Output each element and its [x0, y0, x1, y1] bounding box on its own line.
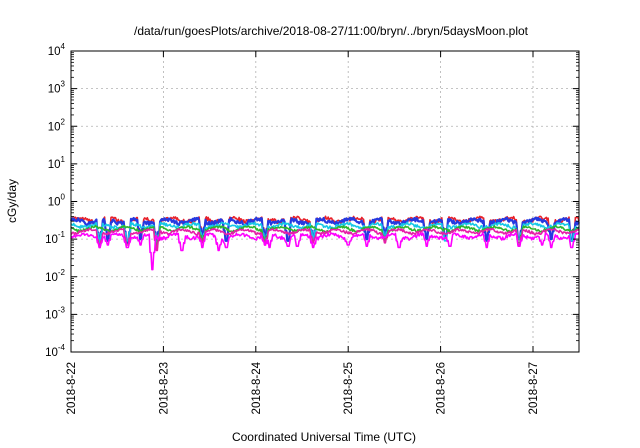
y-axis-label: cGy/day — [5, 179, 19, 223]
x-axis-label: Coordinated Universal Time (UTC) — [232, 430, 416, 444]
y-tick-label: 10-2 — [45, 268, 65, 284]
x-tick-label: 2018-8-26 — [436, 362, 448, 414]
y-tick-label: 101 — [48, 155, 66, 171]
y-tick-label: 100 — [48, 193, 66, 209]
y-tick-label: 10-1 — [45, 230, 65, 246]
series-line — [70, 232, 580, 271]
chart-title: /data/run/goesPlots/archive/2018-08-27/1… — [134, 24, 529, 38]
x-tick-label: 2018-8-23 — [158, 362, 170, 414]
y-tick-label: 103 — [48, 80, 66, 96]
y-axis: 10-4 10-3 10-2 10-1 100 101 102 103 104 — [45, 42, 579, 359]
y-tick-label: 104 — [48, 42, 66, 58]
y-tick-label: 10-4 — [45, 343, 65, 359]
x-axis: 2018-8-22 2018-8-23 2018-8-24 2018-8-25 2018… — [66, 51, 540, 414]
x-tick-label: 2018-8-22 — [66, 362, 78, 414]
x-tick-label: 2018-8-27 — [528, 362, 540, 414]
series-layer — [69, 215, 580, 271]
x-tick-label: 2018-8-25 — [343, 362, 355, 414]
x-tick-label: 2018-8-24 — [251, 361, 263, 414]
grid — [71, 51, 579, 352]
y-tick-label: 10-3 — [45, 305, 65, 321]
y-tick-label: 102 — [48, 117, 66, 133]
